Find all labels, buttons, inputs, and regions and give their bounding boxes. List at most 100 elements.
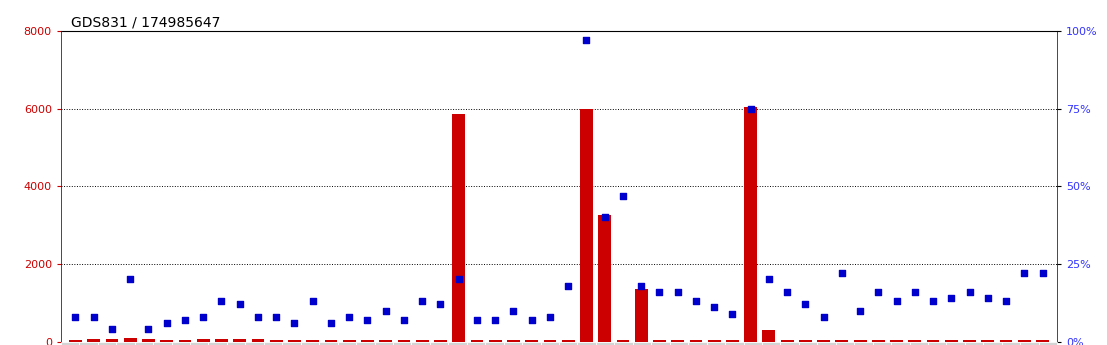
Bar [307, 339, 319, 342]
Point [632, 283, 650, 288]
Bar [105, 339, 118, 342]
Bar [763, 330, 775, 342]
Point [651, 289, 669, 295]
Point [1034, 270, 1052, 276]
Point [832, 270, 850, 276]
Bar [799, 339, 811, 342]
Point [815, 314, 832, 319]
Bar [161, 339, 173, 342]
Bar [561, 339, 575, 342]
Point [705, 305, 723, 310]
Bar [963, 339, 976, 342]
Point [979, 295, 996, 301]
Point [376, 308, 394, 313]
Bar [69, 339, 82, 342]
Bar [343, 339, 355, 342]
Point [413, 298, 431, 304]
Bar [982, 339, 994, 342]
Point [559, 283, 577, 288]
Point [322, 320, 340, 326]
Point [924, 298, 942, 304]
Point [669, 289, 686, 295]
Bar [544, 339, 557, 342]
Point [486, 317, 504, 323]
Bar [909, 339, 921, 342]
Point [851, 308, 869, 313]
Bar [598, 215, 611, 342]
Bar [178, 339, 192, 342]
Point [614, 193, 632, 198]
Bar [142, 339, 155, 342]
Bar [251, 339, 265, 342]
Bar [671, 339, 684, 342]
Bar [653, 339, 665, 342]
Bar [380, 339, 392, 342]
Bar [872, 339, 884, 342]
Point [395, 317, 413, 323]
Bar [453, 115, 465, 342]
Point [869, 289, 887, 295]
Point [761, 277, 778, 282]
Bar [434, 339, 447, 342]
Bar [580, 109, 592, 342]
Point [268, 314, 286, 319]
Bar [270, 339, 282, 342]
Bar [1000, 339, 1013, 342]
Bar [617, 339, 629, 342]
Bar [361, 339, 374, 342]
Point [778, 289, 796, 295]
Point [303, 298, 321, 304]
Bar [927, 339, 940, 342]
Bar [288, 339, 301, 342]
Point [103, 326, 121, 332]
Bar [234, 339, 246, 342]
Point [66, 314, 84, 319]
Point [195, 314, 213, 319]
Bar [780, 339, 794, 342]
Bar [707, 339, 721, 342]
Bar [726, 339, 738, 342]
Point [231, 302, 249, 307]
Point [505, 308, 523, 313]
Bar [744, 107, 757, 342]
Point [578, 38, 596, 43]
Bar [526, 339, 538, 342]
Point [286, 320, 303, 326]
Point [468, 317, 486, 323]
Bar [853, 339, 867, 342]
Point [139, 326, 157, 332]
Bar [1018, 339, 1031, 342]
Point [541, 314, 559, 319]
Point [359, 317, 376, 323]
Point [906, 289, 923, 295]
Bar [890, 339, 903, 342]
Point [213, 298, 230, 304]
Point [724, 311, 742, 316]
Point [176, 317, 194, 323]
Point [1015, 270, 1033, 276]
Point [249, 314, 267, 319]
Point [997, 298, 1015, 304]
Bar [397, 339, 411, 342]
Bar [470, 339, 484, 342]
Point [523, 317, 540, 323]
Point [122, 277, 139, 282]
Bar [817, 339, 830, 342]
Point [797, 302, 815, 307]
Bar [324, 339, 338, 342]
Bar [489, 339, 501, 342]
Point [449, 277, 467, 282]
Bar [945, 339, 958, 342]
Point [888, 298, 906, 304]
Bar [215, 339, 228, 342]
Point [340, 314, 358, 319]
Bar [634, 289, 648, 342]
Point [85, 314, 103, 319]
Point [432, 302, 449, 307]
Text: GDS831 / 174985647: GDS831 / 174985647 [71, 16, 220, 30]
Point [687, 298, 705, 304]
Bar [690, 339, 702, 342]
Bar [416, 339, 428, 342]
Point [596, 215, 613, 220]
Point [961, 289, 979, 295]
